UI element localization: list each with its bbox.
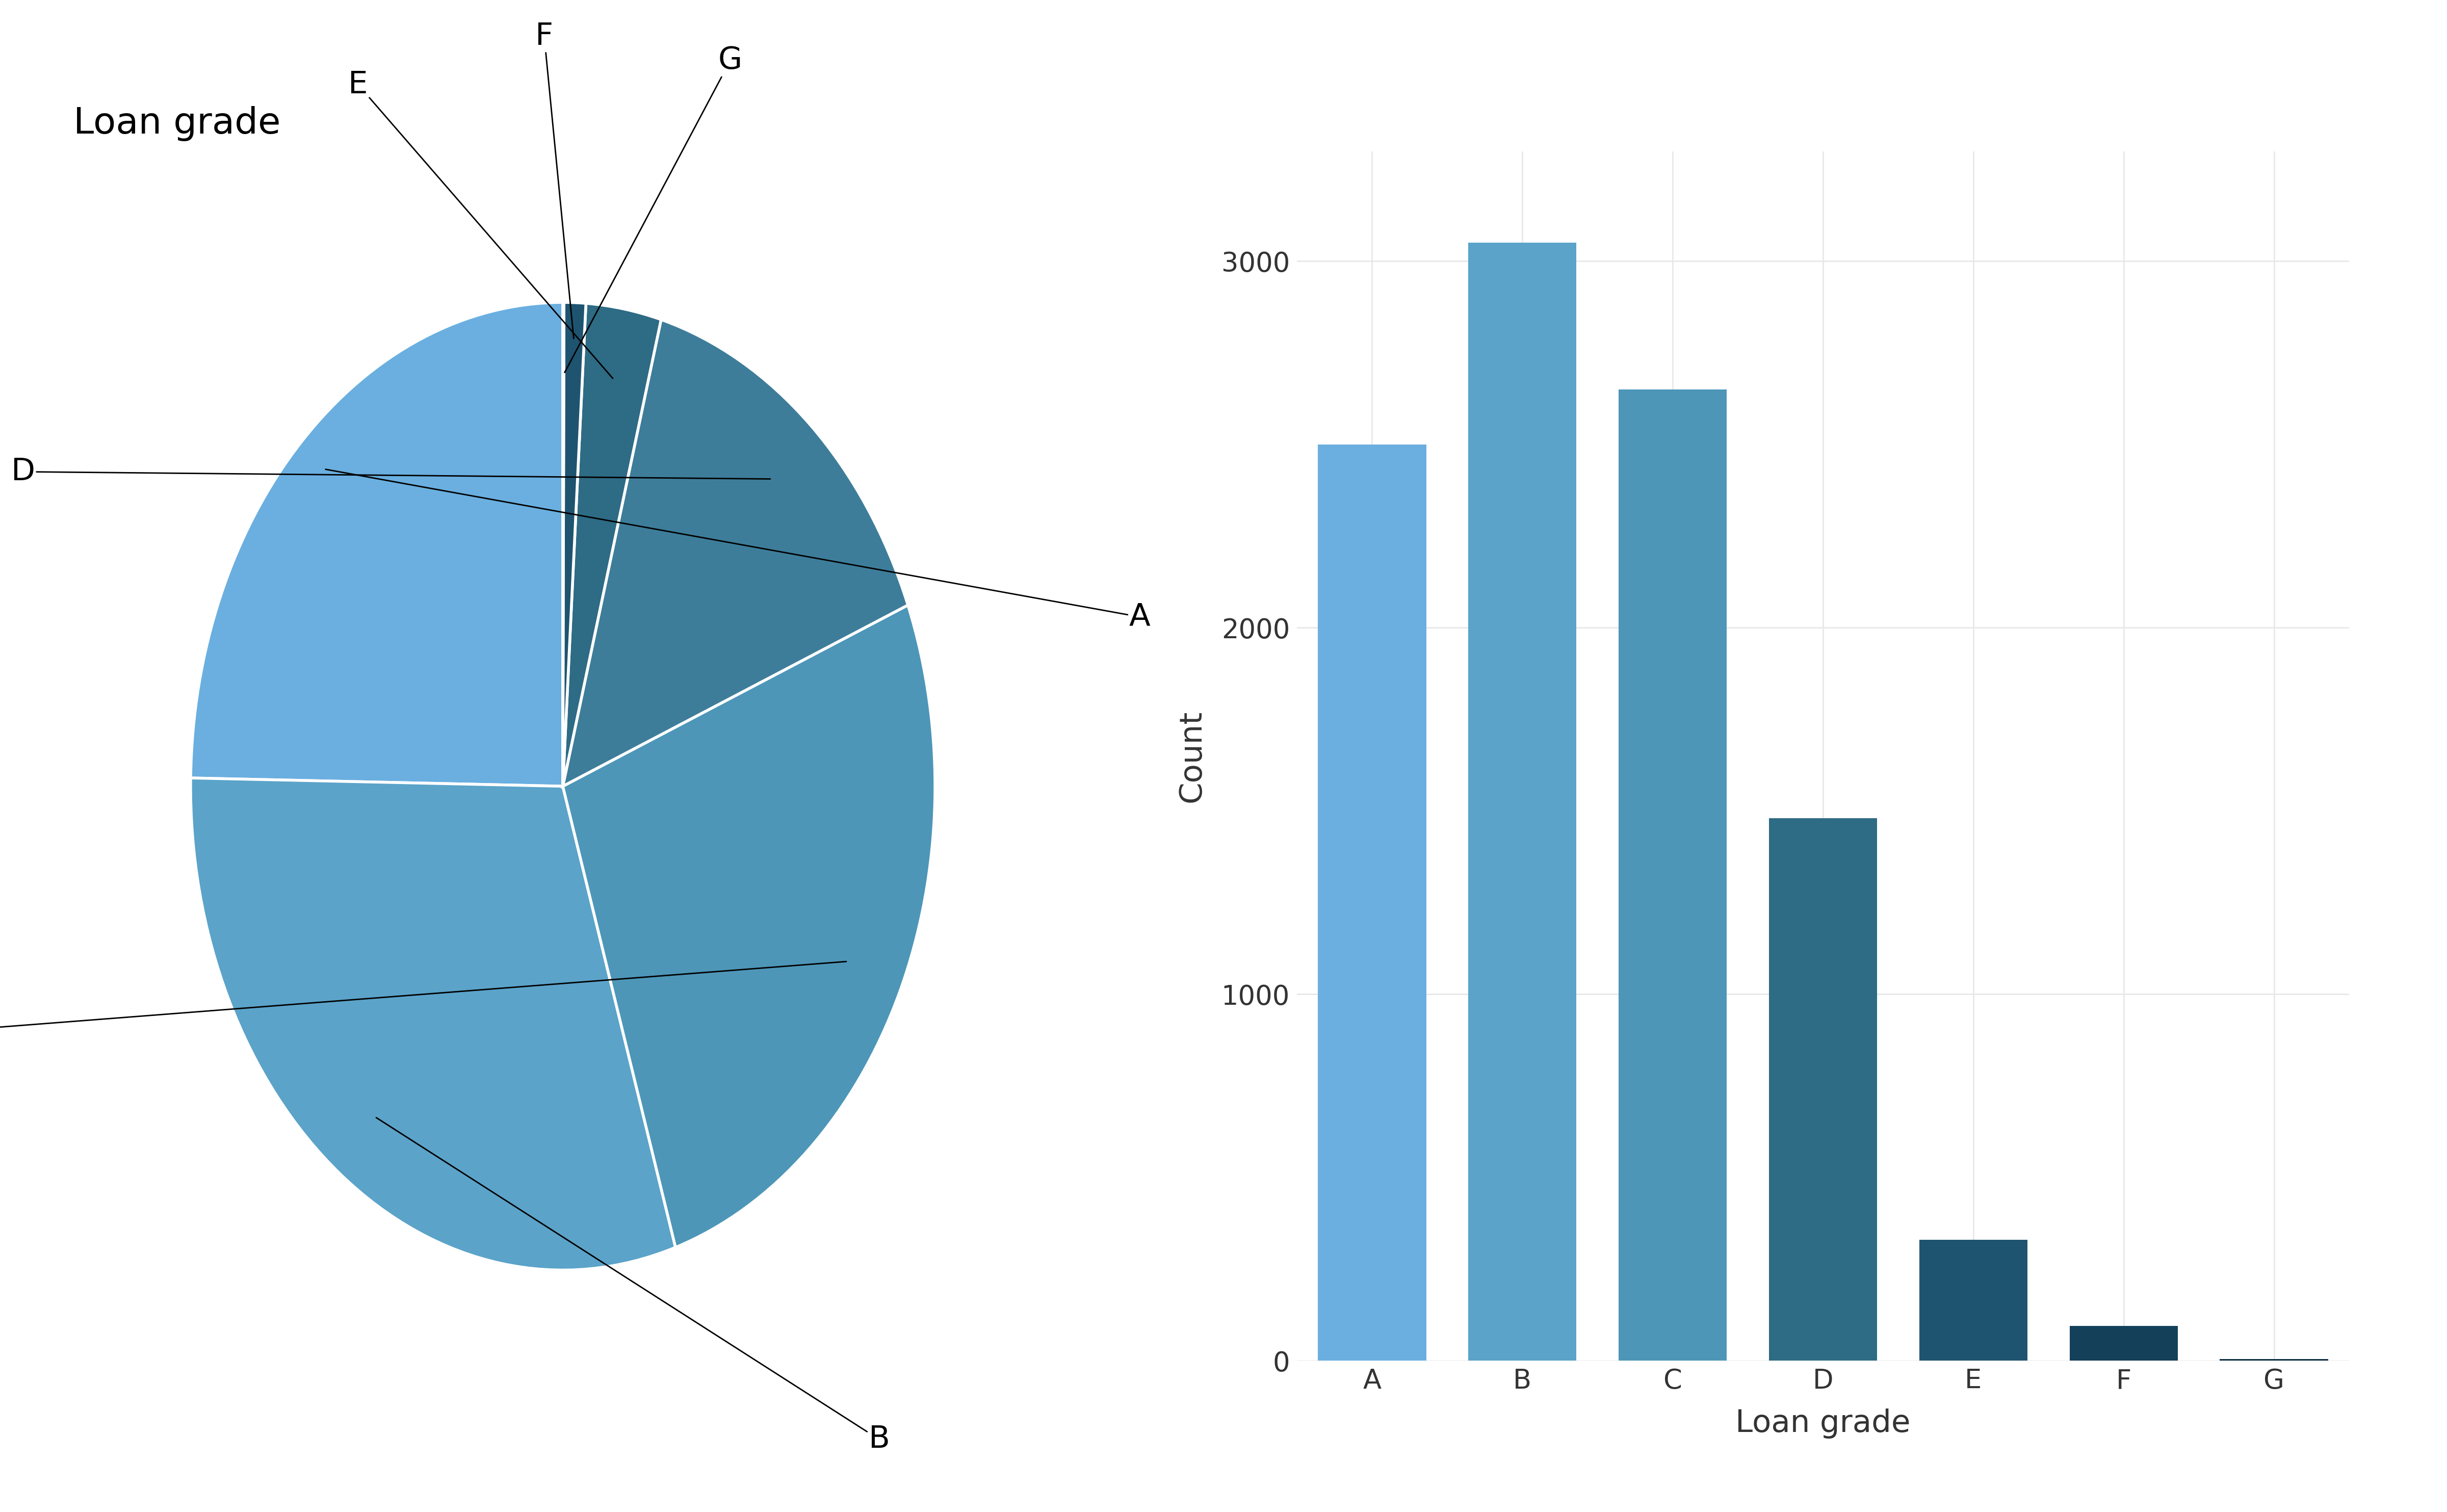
Text: C: C [0,962,847,1043]
Wedge shape [563,304,661,786]
Bar [2070,1326,2178,1361]
Bar [1617,390,1728,1361]
X-axis label: Loan grade: Loan grade [1735,1409,1911,1438]
Wedge shape [563,605,935,1247]
Text: F: F [536,21,573,339]
Text: G: G [565,45,741,372]
Bar [1769,818,1877,1361]
Y-axis label: Count: Count [1177,709,1206,803]
Text: B: B [377,1117,891,1455]
Bar [1319,445,1427,1361]
Text: Loan grade: Loan grade [73,106,281,141]
Wedge shape [563,319,908,786]
Text: E: E [347,70,612,378]
Wedge shape [563,302,585,786]
Text: D: D [12,457,771,487]
Bar [1918,1240,2029,1361]
Bar [2219,1359,2327,1361]
Text: A: A [325,469,1150,632]
Wedge shape [191,302,563,786]
Bar [1468,243,1576,1361]
Wedge shape [191,779,675,1270]
